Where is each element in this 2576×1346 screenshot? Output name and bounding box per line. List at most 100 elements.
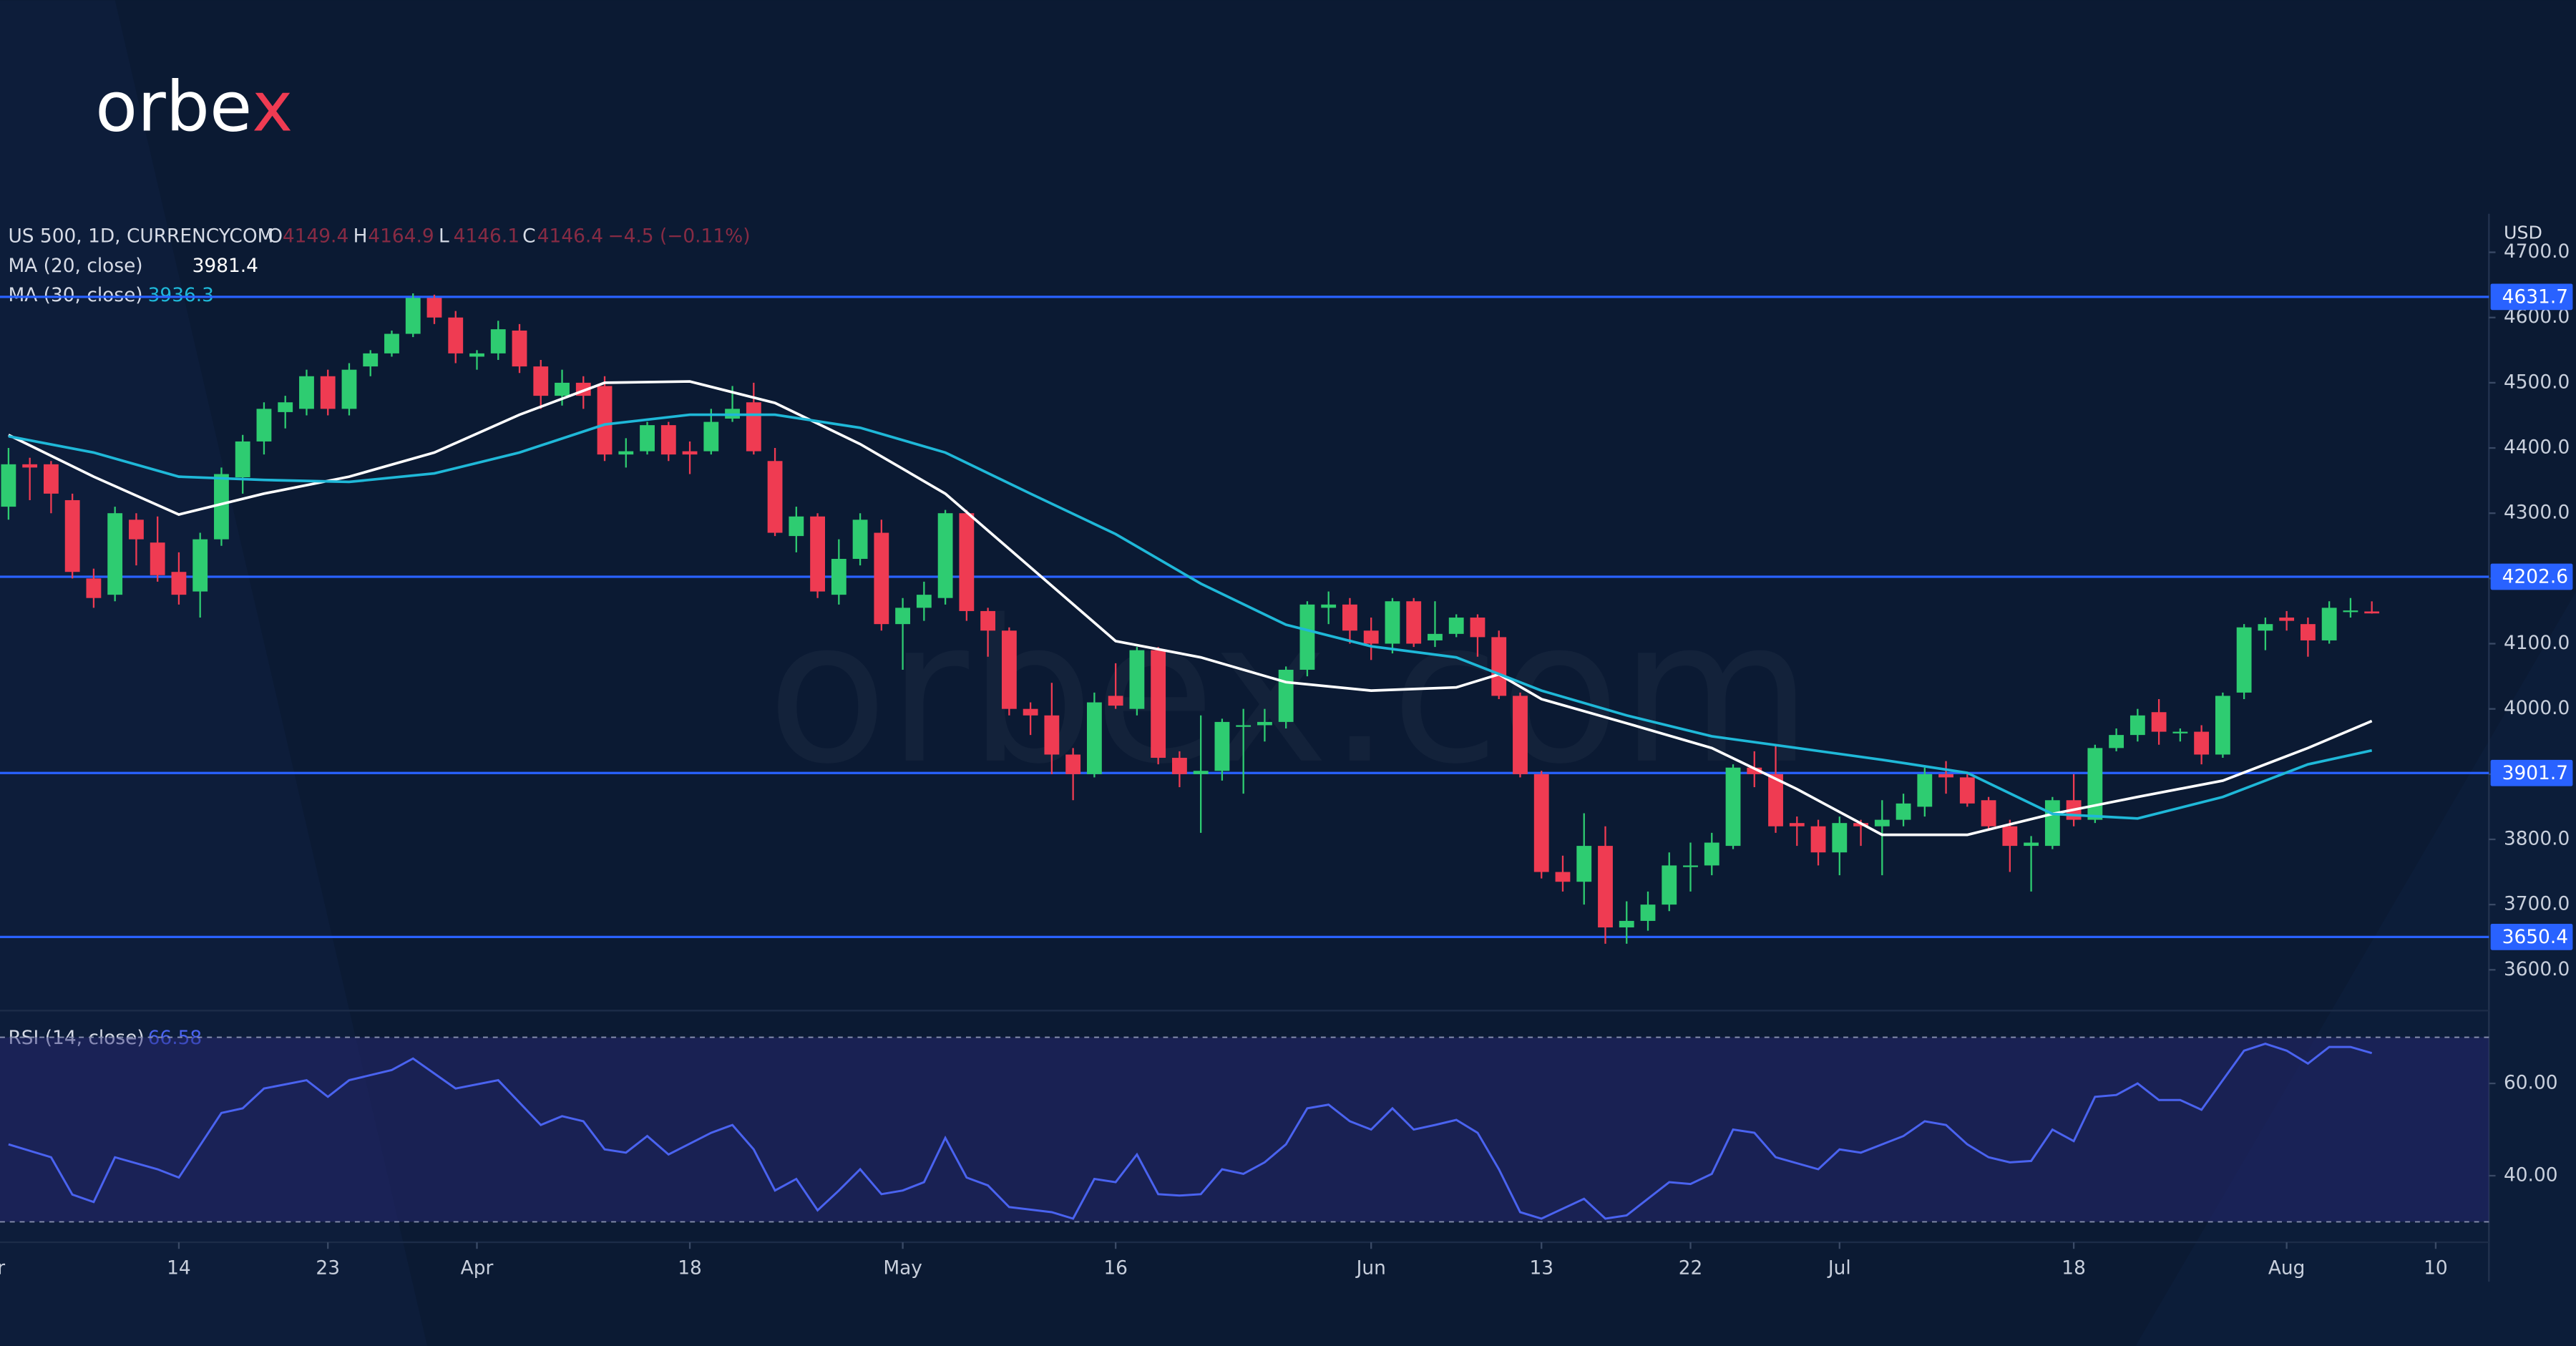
- candle-body: [1001, 630, 1017, 709]
- ma-line: [8, 413, 2373, 820]
- ohlc-value: 4146.1: [454, 225, 519, 247]
- x-tick-label: 10: [2424, 1257, 2448, 1279]
- candle-body: [980, 610, 996, 631]
- candle-body: [384, 333, 399, 353]
- logo: orbex: [95, 67, 293, 147]
- candle-body: [1171, 758, 1187, 774]
- candle-body: [2279, 618, 2295, 621]
- candle-body: [469, 353, 484, 357]
- candle-body: [2236, 627, 2252, 693]
- y-tick-label: 3700.0: [2504, 893, 2570, 915]
- candle-body: [107, 513, 123, 595]
- candle-body: [1533, 774, 1549, 872]
- candle-body: [1789, 823, 1805, 826]
- y-tick-label: 4300.0: [2504, 502, 2570, 524]
- level-tag: [2490, 283, 2573, 311]
- y-tick-label: 4500.0: [2504, 371, 2570, 393]
- candle-body: [810, 516, 825, 592]
- symbol-label: US 500, 1D, CURRENCYCOM: [8, 225, 273, 247]
- candle-body: [171, 572, 187, 595]
- candle-body: [1640, 904, 1656, 921]
- candle-body: [1236, 725, 1252, 727]
- candle-body: [1555, 872, 1571, 882]
- candle-body: [789, 516, 804, 537]
- candle-body: [1428, 633, 1443, 640]
- candle-body: [1065, 754, 1081, 774]
- candle-body: [405, 298, 421, 334]
- candle-body: [341, 369, 357, 409]
- ohlc-value: 4164.9: [368, 225, 434, 247]
- candle-body: [1470, 618, 1485, 638]
- candle-body: [299, 376, 314, 409]
- candle-body: [1129, 650, 1145, 709]
- candle-body: [256, 409, 272, 442]
- level-label: 4631.7: [2502, 286, 2568, 308]
- candle-body: [320, 376, 336, 409]
- candle-body: [1959, 777, 1975, 804]
- candle-body: [1257, 721, 1272, 726]
- candle-body: [1406, 601, 1422, 644]
- candle-body: [1662, 865, 1677, 905]
- x-tick-label: 14: [167, 1257, 191, 1279]
- candle-body: [831, 559, 847, 595]
- x-tick-label: 22: [1679, 1257, 1703, 1279]
- background-stripe: [0, 0, 427, 1346]
- candle-body: [1917, 774, 1933, 807]
- candle-body: [2044, 800, 2060, 847]
- candle-body: [2109, 735, 2124, 748]
- candle-body: [1278, 669, 1294, 722]
- x-tick-label: Aug: [2268, 1257, 2306, 1279]
- candle-body: [86, 578, 102, 598]
- ohlc-key: L: [439, 225, 449, 247]
- ma-line: [8, 380, 2373, 837]
- x-tick-label: May: [883, 1257, 922, 1279]
- candle-body: [235, 441, 250, 478]
- rsi-value: 66.58: [148, 1027, 203, 1049]
- candle-body: [640, 425, 655, 452]
- ma-value: 3981.4: [192, 255, 258, 277]
- candle-body: [1044, 715, 1060, 755]
- candle-body: [2087, 748, 2103, 820]
- rsi-tick-label: 40.00: [2504, 1164, 2558, 1186]
- candle-body: [618, 451, 634, 455]
- candle-body: [2300, 624, 2316, 640]
- candle-body: [1768, 774, 1783, 826]
- level-tag: [2490, 563, 2573, 590]
- candle-body: [448, 317, 464, 353]
- candle-body: [1810, 826, 1826, 853]
- candle-body: [895, 608, 911, 625]
- candle-body: [937, 513, 953, 598]
- candle-body: [533, 366, 549, 396]
- x-tick-label: Jun: [1355, 1257, 1386, 1279]
- logo-accent: x: [252, 67, 293, 147]
- candle-body: [1747, 767, 1762, 774]
- candle-body: [1, 464, 16, 507]
- rsi-band: [0, 1037, 2489, 1222]
- candle-body: [555, 382, 570, 396]
- change-label: −4.5 (−0.11%): [608, 225, 750, 247]
- x-tick-label: 16: [1103, 1257, 1128, 1279]
- candle-body: [1193, 771, 1209, 774]
- ma-label: MA (30, close): [8, 284, 142, 306]
- candle-body: [2129, 715, 2145, 736]
- candle-body: [703, 421, 719, 452]
- ohlc-value: 4146.4: [537, 225, 603, 247]
- candle-body: [767, 461, 783, 533]
- candle-body: [2172, 731, 2188, 733]
- logo-text: orbe: [95, 67, 252, 147]
- candle-body: [214, 474, 229, 540]
- candle-body: [1385, 601, 1400, 644]
- candle-body: [660, 425, 676, 455]
- candle-body: [2258, 624, 2273, 631]
- candle-body: [192, 539, 208, 592]
- candle-body: [1342, 604, 1357, 631]
- x-tick-label: 13: [1529, 1257, 1553, 1279]
- candle-body: [1598, 846, 1613, 928]
- candle-body: [2024, 842, 2039, 847]
- y-tick-label: 4000.0: [2504, 697, 2570, 719]
- candle-body: [1938, 774, 1953, 778]
- candle-body: [1874, 819, 1890, 826]
- candle-body: [278, 402, 293, 412]
- candle-body: [852, 520, 868, 560]
- candle-body: [746, 402, 761, 452]
